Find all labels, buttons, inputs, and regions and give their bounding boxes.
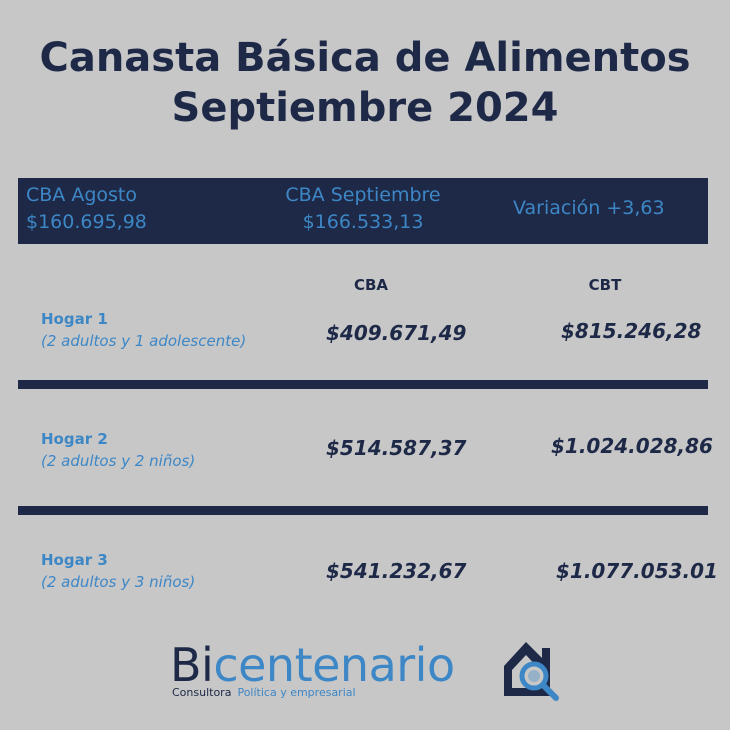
cbt-value-hogar-3: $1.077.053.01 [556, 559, 718, 583]
cba-septiembre-block: CBA Septiembre $166.533,13 [248, 182, 478, 236]
house-magnifier-icon [504, 642, 559, 701]
row-label-hogar-1: Hogar 1 (2 adultos y 1 adolescente) [41, 308, 246, 352]
column-header-cba: CBA [353, 276, 389, 294]
row-label-hogar-3: Hogar 3 (2 adultos y 3 niños) [41, 549, 195, 593]
cba-agosto-label: CBA Agosto [26, 184, 137, 206]
logo-tagline-politica: Política y empresarial [237, 686, 356, 699]
row-subtitle: (2 adultos y 2 niños) [41, 452, 196, 470]
row-divider [18, 506, 708, 515]
logo-tagline-consultora: Consultora [172, 686, 232, 699]
cba-value-hogar-2: $514.587,37 [326, 436, 467, 460]
row-subtitle: (2 adultos y 3 niños) [41, 573, 196, 591]
cbt-value-hogar-1: $815.246,28 [561, 319, 702, 343]
column-header-cbt: CBT [588, 276, 622, 294]
cba-agosto-block: CBA Agosto $160.695,98 [26, 182, 147, 236]
cba-septiembre-label: CBA Septiembre [285, 184, 441, 206]
cbt-value-hogar-2: $1.024.028,86 [551, 434, 713, 458]
logo-wordmark: Bicentenario [170, 638, 455, 692]
bicentenario-logo: Bicentenario [170, 640, 455, 690]
cba-agosto-value: $160.695,98 [26, 211, 147, 233]
row-label-hogar-2: Hogar 2 (2 adultos y 2 niños) [41, 428, 195, 472]
logo-tagline: Consultora Política y empresarial [172, 686, 356, 699]
row-divider [18, 380, 708, 389]
row-title: Hogar 2 [41, 430, 108, 448]
cba-septiembre-value: $166.533,13 [302, 211, 424, 233]
summary-banner: CBA Agosto $160.695,98 CBA Septiembre $1… [18, 178, 708, 244]
variacion-label: Variación +3,63 [513, 197, 665, 219]
cba-value-hogar-1: $409.671,49 [326, 321, 467, 345]
row-title: Hogar 3 [41, 551, 108, 569]
page-title: Canasta Básica de Alimentos [39, 35, 691, 81]
row-subtitle: (2 adultos y 1 adolescente) [41, 332, 247, 350]
cba-value-hogar-3: $541.232,67 [326, 559, 467, 583]
row-title: Hogar 1 [41, 310, 108, 328]
page-subtitle: Septiembre 2024 [171, 85, 559, 131]
